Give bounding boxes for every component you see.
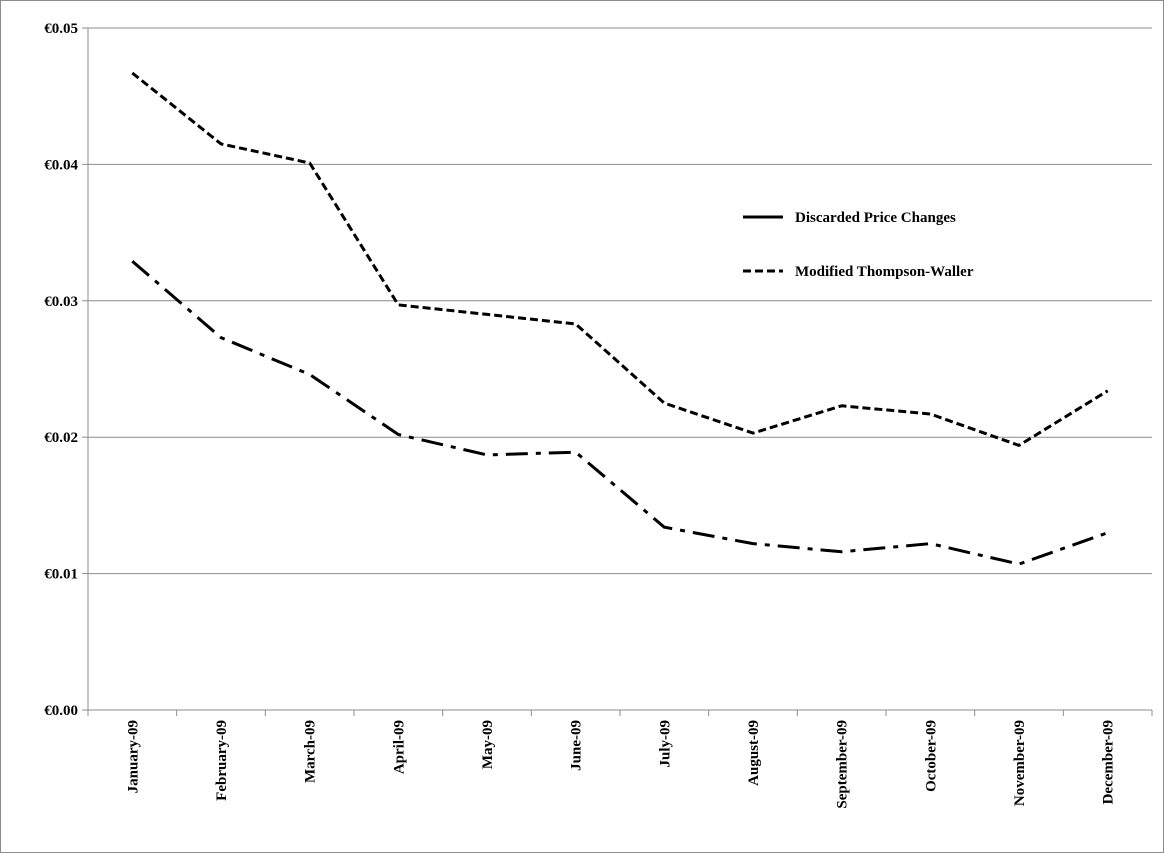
gridlines [88, 27, 1152, 575]
y-tick-label: €0.03 [44, 294, 78, 310]
y-axis-tick-labels: €0.00 €0.01 €0.02 €0.03 €0.04 €0.05 [44, 21, 78, 719]
x-tick-label: May-09 [480, 720, 496, 769]
x-tick-label: December-09 [1101, 720, 1117, 804]
y-tick-label: €0.04 [44, 157, 78, 173]
x-tick-label: October-09 [923, 720, 939, 792]
legend-label-modified-thompson-waller: Modified Thompson-Waller [795, 264, 974, 280]
y-tick-label: €0.01 [44, 567, 78, 583]
legend-label-discarded-price-changes: Discarded Price Changes [795, 210, 956, 226]
data-point [574, 450, 578, 454]
x-tick-label: June-09 [569, 720, 585, 771]
data-point [1106, 531, 1110, 535]
x-tick-label: March-09 [303, 720, 319, 783]
data-point [574, 322, 578, 326]
x-tick-label: November-09 [1012, 720, 1028, 806]
x-axis-tick-labels: January-09 February-09 March-09 April-09 May… [125, 720, 1116, 809]
y-tick-label: €0.02 [44, 430, 78, 446]
series-line-1 [131, 71, 1109, 447]
x-tick-label: August-09 [746, 720, 762, 786]
axes [82, 27, 1153, 716]
x-tick-label: April-09 [391, 720, 407, 774]
data-point [928, 542, 932, 546]
series-line-0 [131, 260, 1109, 566]
legend: Discarded Price Changes Modified Thompso… [743, 210, 974, 280]
x-tick-label: July-09 [657, 720, 673, 768]
y-tick-label: €0.00 [44, 703, 78, 719]
series-lines [131, 71, 1110, 566]
x-tick-label: February-09 [214, 720, 230, 801]
data-point [485, 453, 489, 457]
x-tick-label: January-09 [125, 720, 141, 793]
y-tick-label: €0.05 [44, 21, 78, 37]
x-tick-label: September-09 [835, 720, 851, 809]
